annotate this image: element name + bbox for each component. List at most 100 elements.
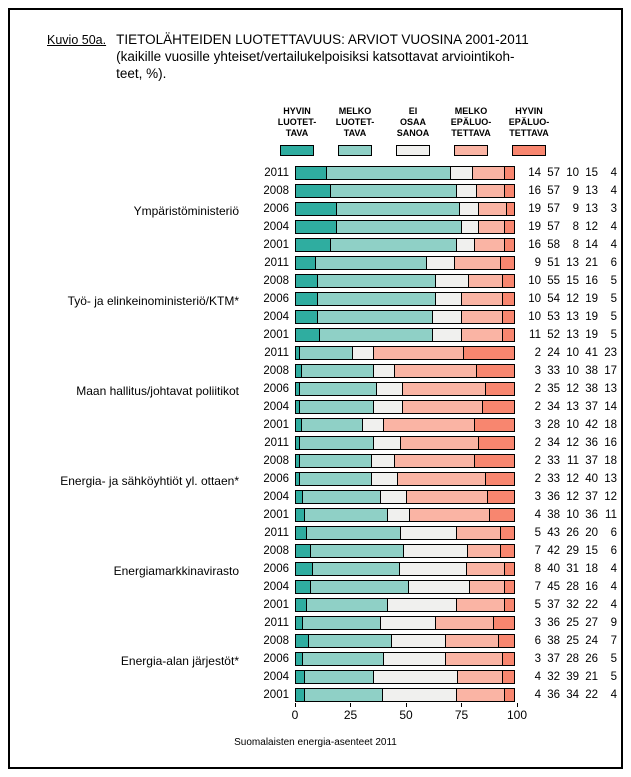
bar-segment-ei-osaa-sanoa: [352, 347, 375, 359]
bar-segment-hyvin-epaluotettava: [500, 527, 514, 539]
group-rows: 2011 3 36 25 27 9 2008 6 38 25 24 7 2006 3 37 28 26 5 2004…: [253, 616, 617, 706]
value-label: 10: [528, 275, 541, 287]
value-label: 16: [528, 239, 541, 251]
stacked-bar: [295, 580, 515, 594]
value-label: 2: [534, 347, 541, 359]
bar-segment-hyvin-luotettava: [296, 401, 301, 413]
legend-item-label: MELKO EPÄLUO- TETTAVA: [451, 106, 492, 139]
bar-segment-ei-osaa-sanoa: [450, 167, 473, 179]
legend-item-label: EI OSAA SANOA: [397, 106, 430, 139]
value-label: 9: [534, 257, 541, 269]
value-labels: 2 33 11 37 18: [522, 455, 617, 467]
chart-group: Energia-alan järjestöt* 2011 3 36 25 27 9 2008 6…: [0, 616, 631, 706]
value-label: 5: [534, 527, 541, 539]
bar-segment-hyvin-luotettava: [296, 167, 327, 179]
year-label: 2006: [263, 293, 289, 305]
year-label: 2008: [263, 545, 289, 557]
bar-row: 2004 19 57 8 12 4: [253, 220, 617, 234]
value-label: 7: [610, 635, 617, 647]
value-label: 38: [547, 635, 560, 647]
bar-segment-melko-epaluotettava: [395, 365, 478, 377]
bar-segment-hyvin-luotettava: [296, 599, 307, 611]
legend-swatch-hyvin-luotettava: [280, 145, 314, 156]
bar-segment-hyvin-epaluotettava: [505, 581, 514, 593]
bar-segment-melko-luotettava: [337, 221, 462, 233]
bar-segment-melko-epaluotettava: [435, 617, 495, 629]
value-labels: 2 35 12 38 13: [522, 383, 617, 395]
value-labels: 5 43 26 20 6: [522, 527, 617, 539]
bar-segment-hyvin-epaluotettava: [505, 563, 514, 575]
bar-segment-melko-luotettava: [337, 203, 461, 215]
bar-segment-hyvin-epaluotettava: [475, 419, 514, 431]
bar-row: 2006 2 35 12 38 13: [253, 382, 617, 396]
bar-segment-hyvin-luotettava: [296, 365, 303, 377]
axis-tick-label: 25: [343, 708, 358, 722]
bar-segment-melko-luotettava: [306, 599, 388, 611]
value-label: 8: [572, 221, 579, 233]
bar-segment-ei-osaa-sanoa: [371, 455, 396, 467]
value-label: 3: [534, 365, 541, 377]
bar-segment-melko-luotettava: [304, 509, 389, 521]
bar-segment-melko-luotettava: [300, 455, 372, 467]
bar-segment-hyvin-epaluotettava: [503, 293, 514, 305]
figure-title-line2: (kaikille vuosille yhteiset/vertailukelp…: [116, 49, 515, 64]
value-label: 40: [585, 473, 598, 485]
value-label: 36: [585, 509, 598, 521]
value-label: 21: [585, 671, 598, 683]
bar-segment-ei-osaa-sanoa: [460, 203, 480, 215]
stacked-bar: [295, 184, 515, 198]
value-label: 19: [528, 203, 541, 215]
value-label: 54: [547, 293, 560, 305]
year-label: 2001: [263, 509, 289, 521]
bar-segment-melko-epaluotettava: [384, 419, 476, 431]
value-label: 12: [585, 221, 598, 233]
stacked-bar: [295, 562, 515, 576]
value-labels: 19 57 8 12 4: [522, 221, 617, 233]
value-label: 37: [585, 455, 598, 467]
legend-label-line: TAVA: [285, 128, 309, 138]
bar-segment-hyvin-luotettava: [296, 527, 307, 539]
value-label: 4: [534, 509, 541, 521]
year-label: 2006: [263, 653, 289, 665]
value-label: 3: [610, 203, 617, 215]
value-labels: 19 57 9 13 3: [522, 203, 617, 215]
year-label: 2006: [263, 383, 289, 395]
axis-tick: [350, 703, 351, 707]
stacked-bar: [295, 688, 515, 702]
value-label: 15: [585, 545, 598, 557]
value-label: 25: [566, 635, 579, 647]
value-label: 33: [547, 473, 560, 485]
bar-segment-melko-luotettava: [326, 167, 451, 179]
year-label: 2006: [263, 473, 289, 485]
bar-row: 2011 5 43 26 20 6: [253, 526, 617, 540]
group-rows: 2011 5 43 26 20 6 2008 7 42 29 15 6 2006 8 40 31 18 4 2004…: [253, 526, 617, 616]
figure-title-line3: teet, %).: [116, 66, 167, 81]
value-label: 3: [534, 617, 541, 629]
value-label: 31: [566, 563, 579, 575]
stacked-bar: [295, 166, 515, 180]
bar-segment-ei-osaa-sanoa: [409, 581, 471, 593]
bar-segment-melko-epaluotettava: [395, 455, 476, 467]
stacked-bar-chart: Ympäristöministeriö 2011 14 57 10 15 4 2008 16 57…: [0, 166, 631, 706]
legend-label-line: SANOA: [396, 128, 430, 138]
value-label: 14: [528, 167, 541, 179]
bar-segment-hyvin-luotettava: [296, 455, 301, 467]
value-label: 22: [585, 689, 598, 701]
bar-segment-melko-luotettava: [300, 473, 373, 485]
bar-segment-hyvin-epaluotettava: [502, 653, 514, 665]
figure-title-line1: TIETOLÄHTEIDEN LUOTETTAVUUS: ARVIOT VUOS…: [116, 32, 529, 47]
value-labels: 10 55 15 16 5: [522, 275, 617, 287]
value-label: 38: [585, 383, 598, 395]
bar-segment-melko-luotettava: [302, 419, 363, 431]
bar-segment-melko-epaluotettava: [374, 347, 464, 359]
value-label: 28: [566, 581, 579, 593]
value-label: 42: [547, 545, 560, 557]
stacked-bar: [295, 526, 515, 540]
value-label: 39: [566, 671, 579, 683]
bar-segment-hyvin-luotettava: [296, 293, 318, 305]
stacked-bar: [295, 490, 515, 504]
value-labels: 2 34 13 37 14: [522, 401, 617, 413]
bar-segment-melko-epaluotettava: [467, 545, 501, 557]
value-label: 19: [585, 293, 598, 305]
value-label: 5: [610, 293, 617, 305]
